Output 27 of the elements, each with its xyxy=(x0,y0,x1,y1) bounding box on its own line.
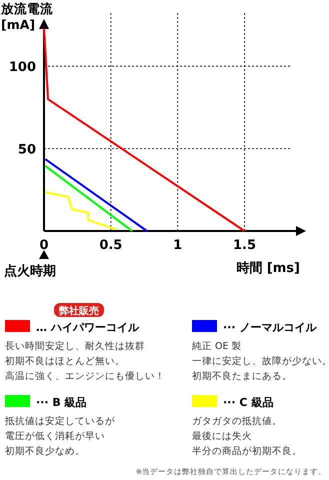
y-axis-title: 放流電流 [mA] xyxy=(0,1,54,32)
legend-label: ··· B 級品 xyxy=(36,396,87,409)
text: 一律に安定し、故障が少ない。 xyxy=(192,355,329,367)
text: 高温に強く、エンジンにも優しい！ xyxy=(5,370,165,382)
y-tick-label: 50 xyxy=(18,142,36,158)
x-tick-label: 0.5 xyxy=(99,238,122,253)
text: 最後には失火 xyxy=(192,430,252,442)
text: 電圧が低く消耗が早い xyxy=(5,430,105,442)
text: ガタガタの抵抗値。 xyxy=(192,415,282,427)
text: 抵抗値は安定しているが xyxy=(4,415,116,427)
x-tick-label: 1.5 xyxy=(233,238,256,253)
text: 初期不良はほとんど無い。 xyxy=(5,355,125,367)
line-series xyxy=(44,191,118,230)
legend-label: ··· C 級品 xyxy=(223,396,274,409)
text: 点火時期 xyxy=(4,263,56,279)
x-axis-title: 時間 [ms] xyxy=(236,261,300,276)
text: 初期不良たまにある。 xyxy=(192,370,292,382)
text: 弊社販売 xyxy=(59,305,99,317)
y-tick-label: 100 xyxy=(8,60,36,76)
text: 半分の商品が初期不良。 xyxy=(192,445,302,457)
legend-label: … ハイパワーコイル xyxy=(36,321,140,334)
text: 初期不良少なめ。 xyxy=(5,445,85,457)
text: 純正 OE 製 xyxy=(192,340,242,352)
x-tick-label: 1 xyxy=(173,238,182,253)
legend-label: ··· ノーマルコイル xyxy=(223,321,318,334)
x-tick-label: 0 xyxy=(39,238,49,253)
text: 長い時間安定し、耐久性は抜群 xyxy=(5,340,145,352)
